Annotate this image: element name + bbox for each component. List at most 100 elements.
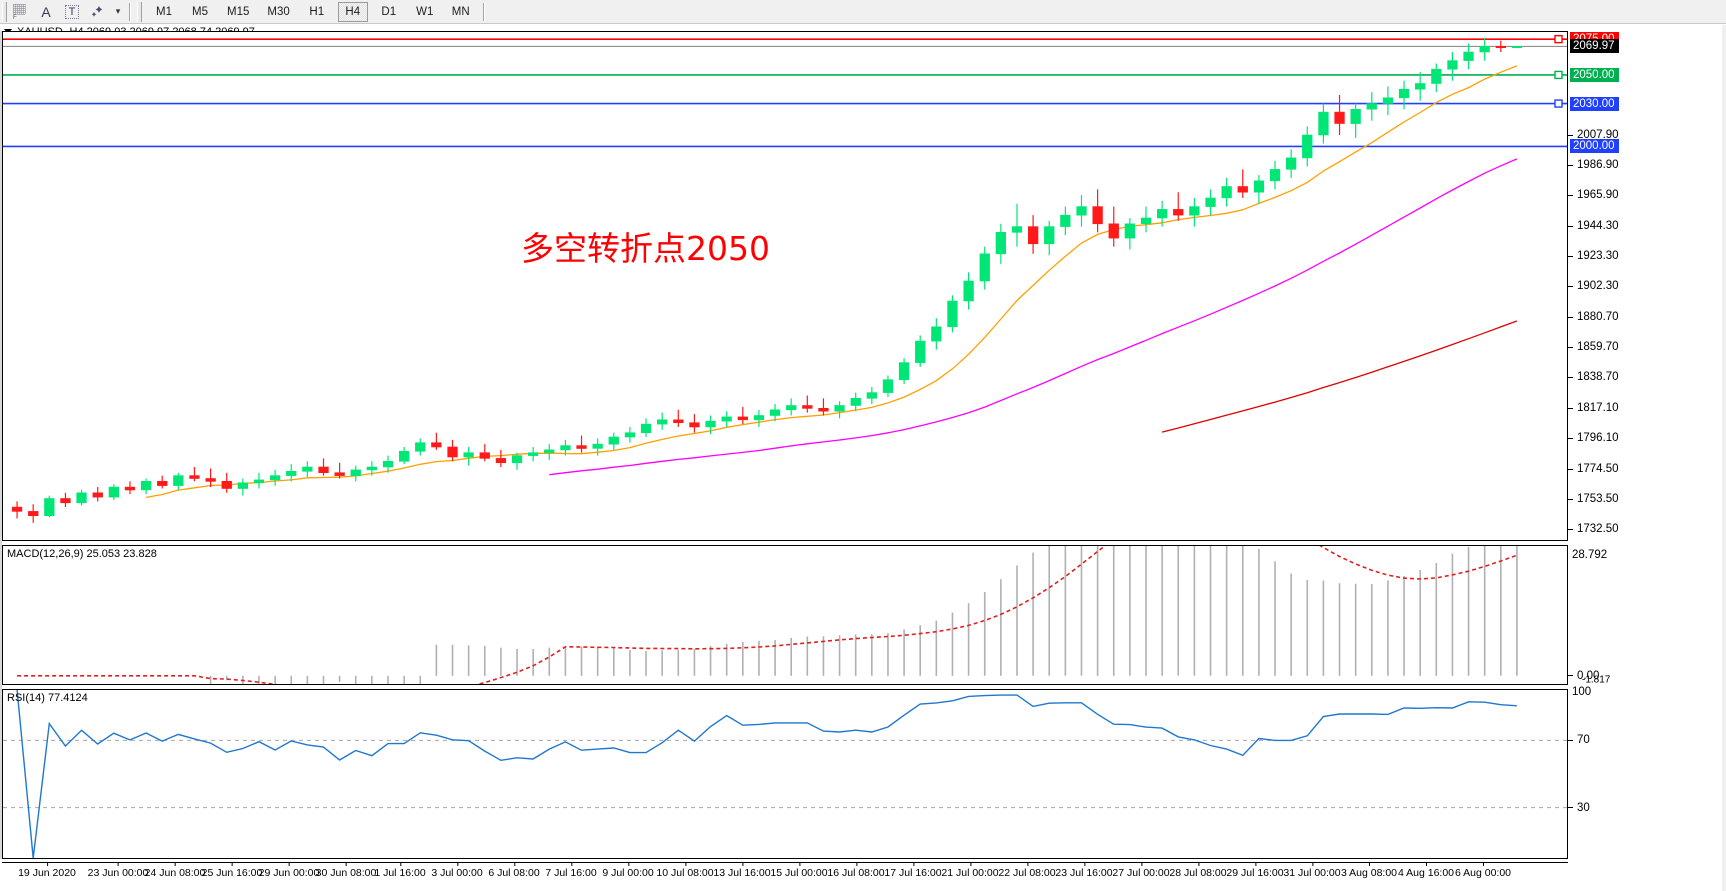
timeframe-w1[interactable]: W1 [416, 5, 434, 18]
price-tick-label: 1944.30 [1577, 220, 1619, 233]
time-tick-label: 19 Jun 2020 [18, 867, 76, 879]
price-level-label[interactable]: 2050.00 [1570, 67, 1619, 82]
timeframe-h1[interactable]: H1 [309, 5, 325, 18]
price-tick: 1817.10 [1568, 402, 1619, 414]
time-tick-label: 27 Jul 00:00 [1112, 867, 1170, 879]
rsi-level-30: 30 [1568, 802, 1590, 814]
rsi-level-70-text: 70 [1577, 734, 1590, 747]
time-tick-label: 28 Jul 08:00 [1169, 867, 1227, 879]
text-a-icon[interactable]: A [33, 1, 59, 23]
price-tick-label: 1732.50 [1577, 523, 1619, 536]
time-tick-label: 17 Jul 16:00 [884, 867, 942, 879]
macd-top-value: 28.792 [1572, 549, 1608, 561]
macd-pane[interactable]: MACD(12,26,9) 25.053 23.828 [2, 545, 1568, 685]
price-tick-label: 1986.90 [1577, 159, 1619, 172]
timeframe-mn[interactable]: MN [451, 5, 470, 18]
price-tick: 1753.50 [1568, 493, 1619, 505]
time-tick-label: 31 Jul 00:00 [1283, 867, 1341, 879]
current-price-label[interactable]: 2069.97 [1570, 39, 1619, 54]
time-tick: 1 Jul 16:00 [374, 862, 426, 879]
time-tick: 22 Jul 08:00 [998, 862, 1056, 879]
time-tick-label: 7 Jul 16:00 [545, 867, 597, 879]
price-tick: 1732.50 [1568, 523, 1619, 535]
price-level-label[interactable]: 2030.00 [1570, 96, 1619, 111]
timeframe-m5[interactable]: M5 [192, 5, 208, 18]
time-tick-label: 13 Jul 16:00 [713, 867, 771, 879]
macd-label: MACD(12,26,9) 25.053 23.828 [7, 548, 157, 560]
time-tick-label: 24 Jun 08:00 [144, 867, 206, 879]
rsi-pane[interactable]: RSI(14) 77.4124 [2, 689, 1568, 859]
rsi-label: RSI(14) 77.4124 [7, 692, 88, 704]
time-tick-label: 3 Jul 00:00 [431, 867, 483, 879]
toolbar-divider-2 [482, 2, 485, 21]
price-tick-label: 1923.30 [1577, 250, 1619, 263]
price-tick-label: 1817.10 [1577, 402, 1619, 415]
price-tick-label: 1859.70 [1577, 341, 1619, 354]
dropdown-arrow-icon[interactable]: ▾ [111, 1, 125, 23]
price-tick: 1859.70 [1568, 341, 1619, 353]
time-tick: 16 Jul 08:00 [827, 862, 885, 879]
candlestick-plot [3, 34, 1567, 523]
time-tick: 13 Jul 16:00 [713, 862, 771, 879]
price-tick-label: 1774.50 [1577, 463, 1619, 476]
time-tick-label: 30 Jun 08:00 [315, 867, 377, 879]
time-tick-label: 15 Jul 00:00 [770, 867, 828, 879]
price-tick-label: 1965.90 [1577, 189, 1619, 202]
timeframe-h4[interactable]: H4 [337, 1, 368, 22]
time-tick: 6 Jul 08:00 [488, 862, 540, 879]
time-tick: 7 Jul 16:00 [545, 862, 597, 879]
time-tick: 3 Jul 00:00 [431, 862, 483, 879]
toolbar: F A T ▾ M1 M5 M15 M30 H1 H4 D1 W1 MN [0, 0, 1726, 24]
time-tick-label: 23 Jul 16:00 [1055, 867, 1113, 879]
time-tick: 4 Aug 16:00 [1397, 862, 1455, 879]
crosshair-f-icon[interactable]: F [7, 1, 33, 23]
time-tick-label: 4 Aug 16:00 [1397, 867, 1455, 879]
price-tick: 1965.90 [1568, 189, 1619, 201]
macd-zero-label: 0.00 [1577, 669, 1600, 682]
price-tick: 1986.90 [1568, 159, 1619, 171]
time-tick-label: 3 Aug 08:00 [1340, 867, 1398, 879]
time-tick: 28 Jul 08:00 [1169, 862, 1227, 879]
time-tick: 19 Jun 2020 [18, 862, 76, 879]
time-tick: 25 Jun 16:00 [201, 862, 263, 879]
macd-plot [17, 546, 1518, 684]
price-tick: 1880.70 [1568, 311, 1619, 323]
price-level-label[interactable]: 2000.00 [1570, 139, 1619, 154]
price-tick: 1796.10 [1568, 432, 1619, 444]
timeframe-m15[interactable]: M15 [227, 5, 250, 18]
price-tick: 1774.50 [1568, 463, 1619, 475]
time-tick: 29 Jun 00:00 [259, 862, 319, 879]
price-scale[interactable]: 2007.90 1986.90 1965.90 1944.30 1923.30 1902.… [1568, 31, 1726, 859]
time-tick: 21 Jul 00:00 [941, 862, 999, 879]
time-tick-label: 25 Jun 16:00 [201, 867, 263, 879]
price-tick: 1902.30 [1568, 280, 1619, 292]
timeframe-grip[interactable] [137, 1, 142, 22]
time-tick: 17 Jul 16:00 [884, 862, 942, 879]
text-a-glyph: A [41, 3, 51, 20]
time-tick-label: 10 Jul 08:00 [656, 867, 714, 879]
svg-text:F: F [13, 15, 17, 20]
time-tick: 6 Aug 00:00 [1455, 862, 1511, 879]
objects-marker-icon[interactable] [85, 1, 111, 23]
price-tick-label: 1796.10 [1577, 432, 1619, 445]
toolbar-grip[interactable] [2, 1, 7, 22]
time-tick-label: 9 Jul 00:00 [602, 867, 654, 879]
price-pane[interactable]: 多空转折点2050 [2, 31, 1568, 541]
price-tick-label: 2007.90 [1577, 129, 1619, 142]
price-tick-label: 1838.70 [1577, 371, 1619, 384]
timeframe-d1[interactable]: D1 [381, 5, 397, 18]
time-tick: 23 Jul 16:00 [1055, 862, 1113, 879]
chart-annotation-text: 多空转折点2050 [521, 229, 770, 268]
time-tick-label: 1 Jul 16:00 [374, 867, 426, 879]
time-scale[interactable]: 19 Jun 2020 23 Jun 00:00 24 Jun 08:00 25 Ju… [2, 862, 1568, 890]
timeframe-m30[interactable]: M30 [267, 5, 290, 18]
time-tick: 9 Jul 00:00 [602, 862, 654, 879]
right-edge-strip [1722, 25, 1726, 891]
time-tick: 3 Aug 08:00 [1340, 862, 1398, 879]
rsi-plot [3, 690, 1567, 858]
price-tick: 1944.30 [1568, 220, 1619, 232]
timeframe-m1[interactable]: M1 [156, 5, 172, 18]
time-tick: 29 Jul 16:00 [1226, 862, 1284, 879]
text-box-t-icon[interactable]: T [59, 1, 85, 23]
